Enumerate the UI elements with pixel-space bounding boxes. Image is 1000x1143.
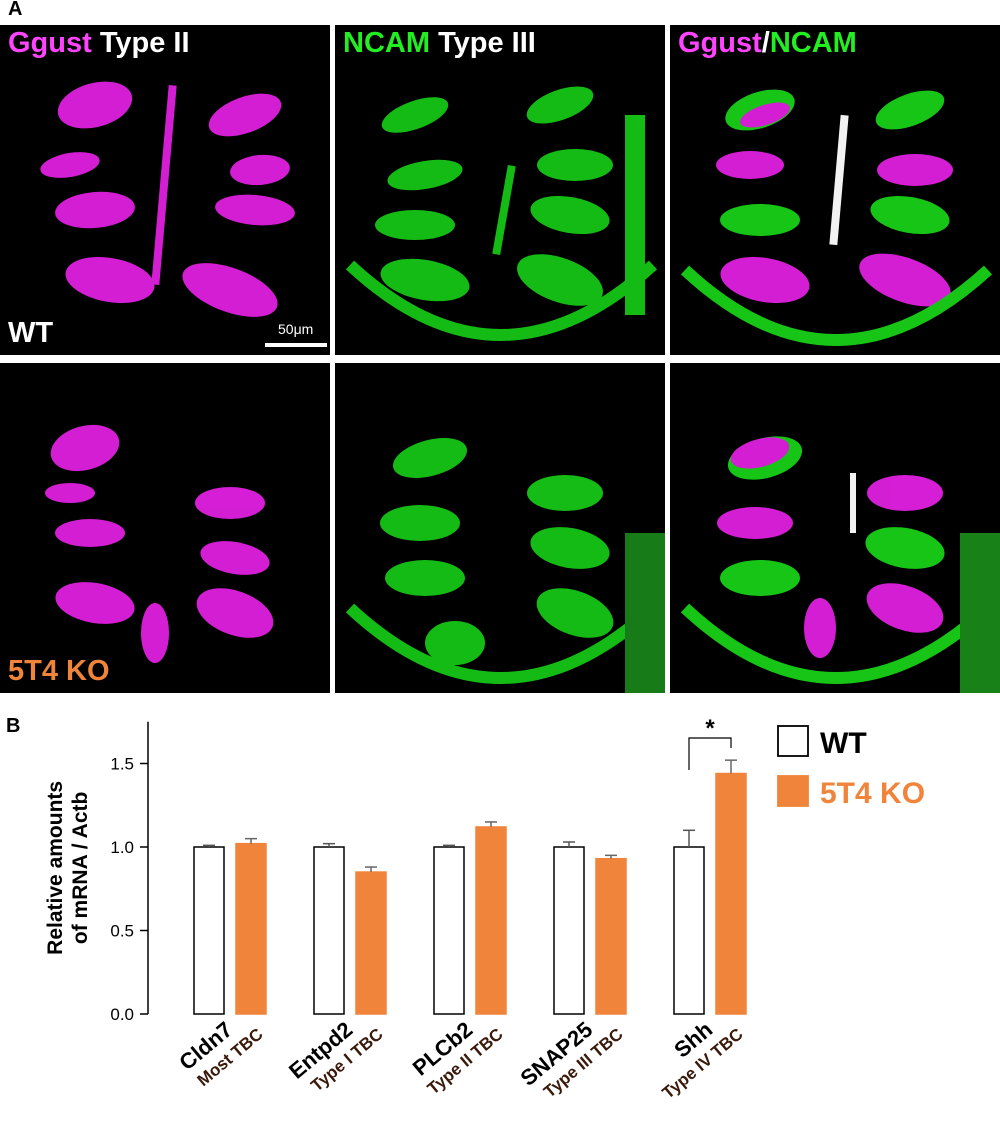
bar-wt (193, 846, 225, 1015)
merged-cells-image (680, 89, 993, 346)
row-label-wt: WT (8, 317, 54, 349)
legend-label: 5T4 KO (820, 777, 925, 810)
micrograph-ko-ggust: 5T4 KO (0, 363, 330, 693)
ncam-merge-label: NCAM (769, 27, 857, 59)
bar-chart: B 0.0 0.5 1.0 1.5 Relative amounts of mRNA / … (6, 715, 925, 1103)
micrograph-ko-merge (670, 363, 1000, 693)
scale-bar (265, 343, 327, 347)
ncam-label: NCAM (343, 27, 430, 59)
column-label-ncam-type-iii: NCAM Type III (343, 27, 536, 60)
significance-marker: * (705, 715, 715, 742)
magenta-cells-image (45, 424, 274, 663)
micrograph-wt-merge: Ggust/NCAM (670, 25, 1000, 355)
column-label-ggust-type-ii: Ggust Type II (8, 27, 190, 60)
y-tick-label: 1.5 (110, 755, 134, 774)
type-iii-label: Type III (438, 27, 536, 59)
type-ii-label: Type II (99, 27, 190, 59)
y-tick-label: 1.0 (110, 838, 134, 857)
legend-swatch (777, 775, 809, 807)
significance-bracket (688, 737, 732, 770)
bar-5t4-ko (595, 857, 627, 1015)
y-axis-label-line1: Relative amounts (44, 781, 67, 955)
scale-bar-label: 50μm (278, 321, 314, 337)
panel-a-letter: A (8, 0, 23, 20)
merged-cells-image (680, 436, 1000, 693)
row-label-5t4-ko: 5T4 KO (8, 655, 110, 687)
y-tick-label: 0.5 (110, 922, 134, 941)
micrograph-wt-ggust: Ggust Type II WT 50μm (0, 25, 330, 355)
merge-separator: / (761, 27, 770, 59)
green-cells-image (345, 438, 665, 693)
bar-wt (673, 846, 705, 1015)
green-cells-image (345, 86, 658, 341)
bar-wt (313, 846, 345, 1015)
y-axis-label-line2: of mRNA / Actb (69, 792, 92, 944)
bar-wt (433, 846, 465, 1015)
legend-swatch (777, 725, 809, 757)
ggust-label: Ggust (8, 27, 92, 59)
ggust-merge-label: Ggust (678, 27, 762, 59)
bar-5t4-ko (355, 871, 387, 1015)
bar-5t4-ko (475, 826, 507, 1015)
column-label-merge: Ggust/NCAM (678, 27, 857, 60)
micrograph-wt-ncam: NCAM Type III (335, 25, 665, 355)
micrograph-ko-ncam (335, 363, 665, 693)
magenta-cells-image (40, 81, 295, 317)
bar-5t4-ko (235, 842, 267, 1015)
bar-wt (553, 846, 585, 1015)
panel-b-letter: B (6, 715, 20, 737)
y-tick-label: 0.0 (110, 1005, 134, 1024)
legend-label: WT (820, 727, 867, 760)
bar-5t4-ko (715, 772, 747, 1015)
